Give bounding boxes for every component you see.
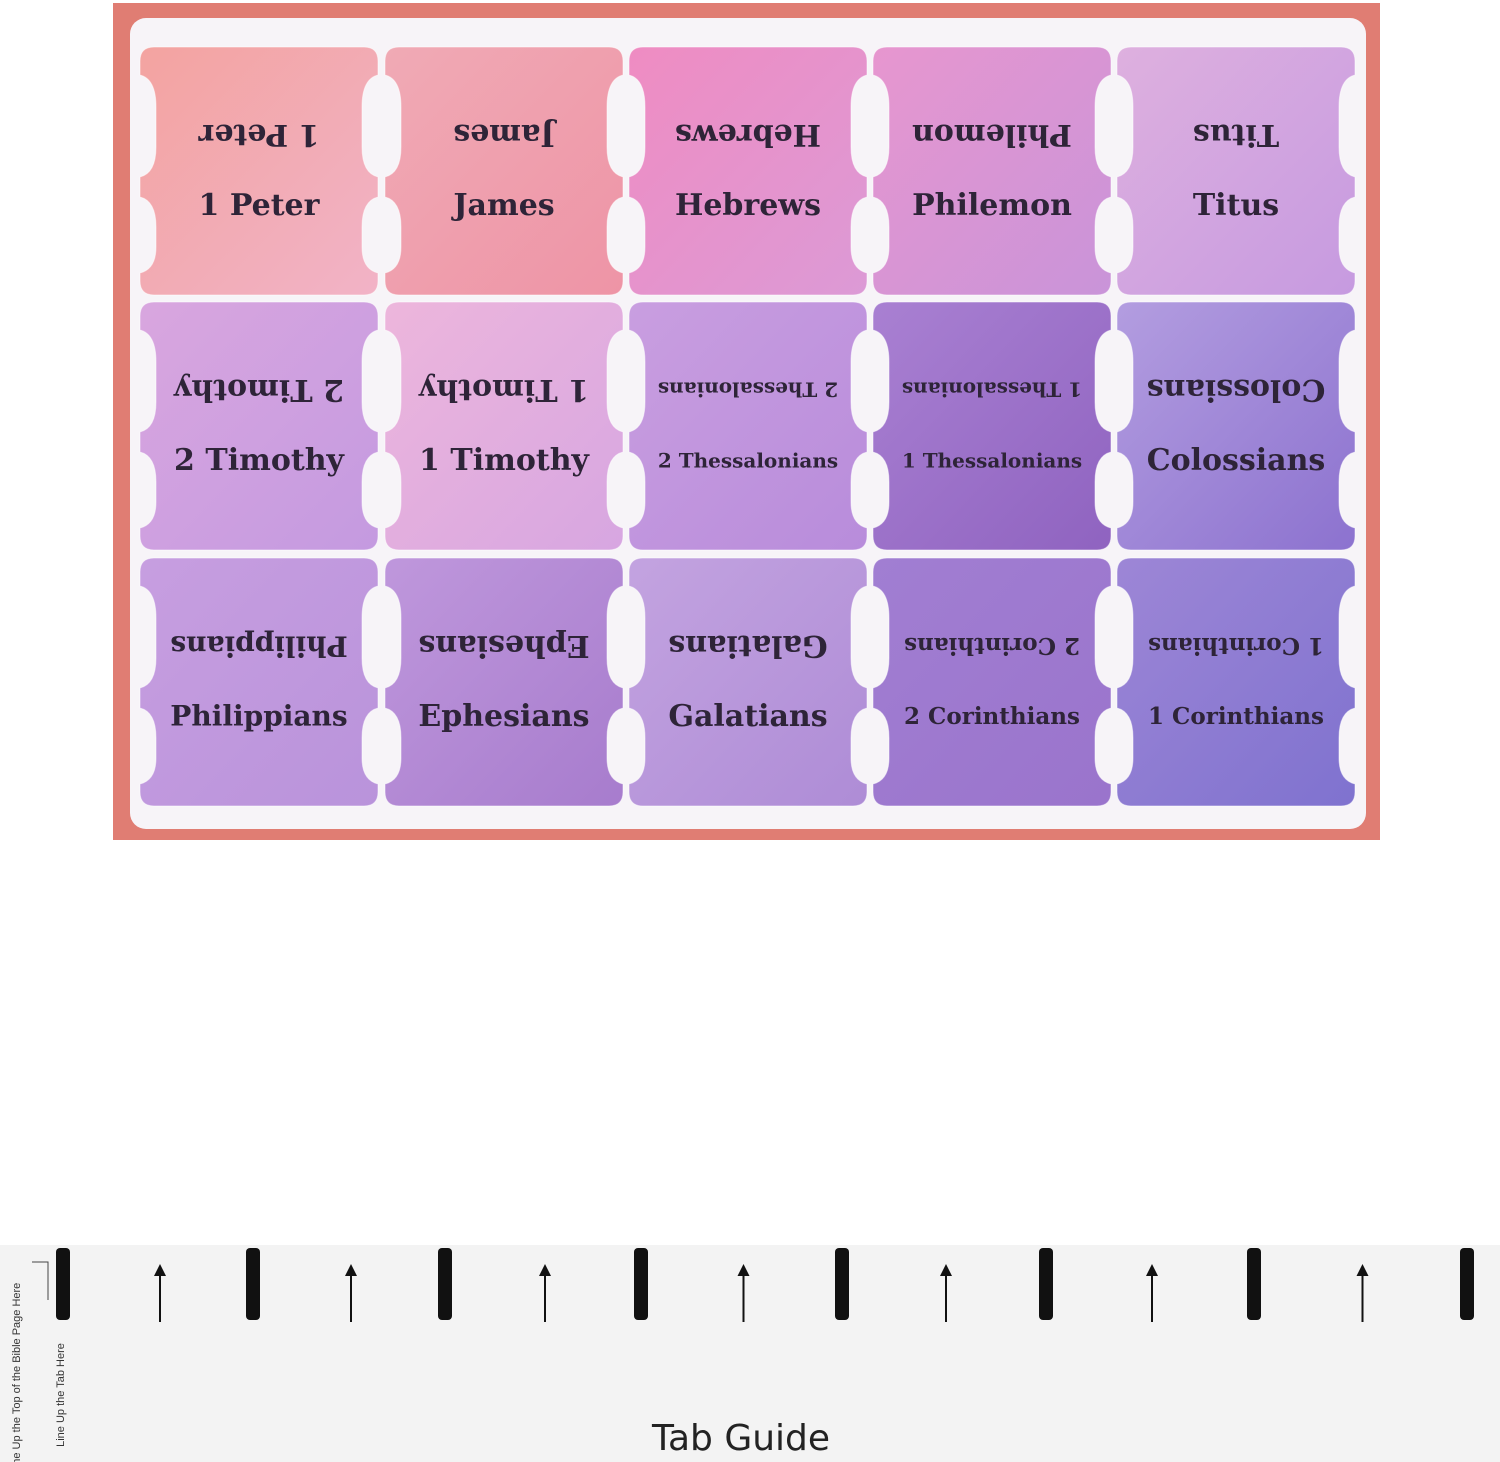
tab xyxy=(139,557,379,807)
tab-label-flipped: Philippians xyxy=(170,630,347,663)
tab-label: 2 Thessalonians xyxy=(658,449,838,473)
guide-bar xyxy=(1460,1248,1474,1320)
tab-label-flipped: 2 Thessalonians xyxy=(658,378,838,402)
guide-bar xyxy=(1247,1248,1261,1320)
guide-bar xyxy=(1039,1248,1053,1320)
tab xyxy=(872,301,1112,551)
guide-bar xyxy=(56,1248,70,1320)
tab-label: Philippians xyxy=(170,700,347,733)
tab xyxy=(384,46,624,296)
tab-label-flipped: 2 Timothy xyxy=(172,372,343,407)
guide-bracket xyxy=(32,1261,49,1300)
tab-label-flipped: Ephesians xyxy=(418,628,589,663)
guide-arrowhead xyxy=(1356,1264,1369,1276)
guide-note: Line Up the Tab Here xyxy=(55,1343,67,1447)
tab-label: 1 Corinthians xyxy=(1148,703,1324,730)
tab xyxy=(628,557,868,807)
guide-note: Line Up the Top of the Bible Page Here xyxy=(11,1283,23,1462)
tab xyxy=(139,301,379,551)
tab-label: 1 Timothy xyxy=(419,443,590,478)
tab xyxy=(628,301,868,551)
tab xyxy=(872,46,1112,296)
tab xyxy=(1116,301,1356,551)
tab-label-flipped: Colossians xyxy=(1147,372,1326,407)
tab-label: Galatians xyxy=(668,699,827,734)
tab-label-flipped: Hebrews xyxy=(675,117,821,152)
guide-arrowhead xyxy=(345,1264,357,1276)
tab xyxy=(384,301,624,551)
tab-label-flipped: Titus xyxy=(1193,117,1279,152)
tab-label: 1 Peter xyxy=(199,188,321,223)
tab-label: James xyxy=(450,188,554,223)
tab-label-flipped: 1 Timothy xyxy=(417,372,588,407)
tab-label-flipped: Philemon xyxy=(912,117,1072,152)
tab-label-flipped: 1 Corinthians xyxy=(1148,632,1324,659)
guide-arrowhead xyxy=(154,1264,166,1276)
tab xyxy=(628,46,868,296)
tab-label: Philemon xyxy=(912,188,1072,223)
tabs: 1 Peter 1 Peter James James Hebrews Hebrews Ph… xyxy=(139,46,1356,807)
tab-label: Hebrews xyxy=(675,188,821,223)
guide-arrowhead xyxy=(737,1264,750,1276)
tab xyxy=(872,557,1112,807)
tab-label-flipped: Galatians xyxy=(668,628,827,663)
guide-bar xyxy=(835,1248,849,1320)
tab-label-flipped: 2 Corinthians xyxy=(904,632,1080,659)
tab-label: Colossians xyxy=(1147,443,1326,478)
tab-label: 1 Thessalonians xyxy=(902,449,1082,473)
guide-arrowhead xyxy=(1146,1264,1158,1276)
tab-label: 2 Corinthians xyxy=(904,703,1080,730)
guide-bar xyxy=(246,1248,260,1320)
guide-bar xyxy=(634,1248,648,1320)
tab-label-flipped: 1 Thessalonians xyxy=(902,378,1082,402)
tab xyxy=(139,46,379,296)
tab-label: 2 Timothy xyxy=(174,443,345,478)
tab xyxy=(1116,557,1356,807)
tab-label-flipped: James xyxy=(453,117,557,152)
guide-arrowhead xyxy=(539,1264,551,1276)
tab xyxy=(1116,46,1356,296)
tab-label-flipped: 1 Peter xyxy=(197,117,319,152)
tab xyxy=(384,557,624,807)
guide-arrowhead xyxy=(940,1264,952,1276)
guide-title: Tab Guide xyxy=(651,1418,830,1459)
guide-bar xyxy=(438,1248,452,1320)
guide-marks xyxy=(56,1248,1474,1322)
tab-label: Ephesians xyxy=(418,699,589,734)
tab-label: Titus xyxy=(1193,188,1279,223)
